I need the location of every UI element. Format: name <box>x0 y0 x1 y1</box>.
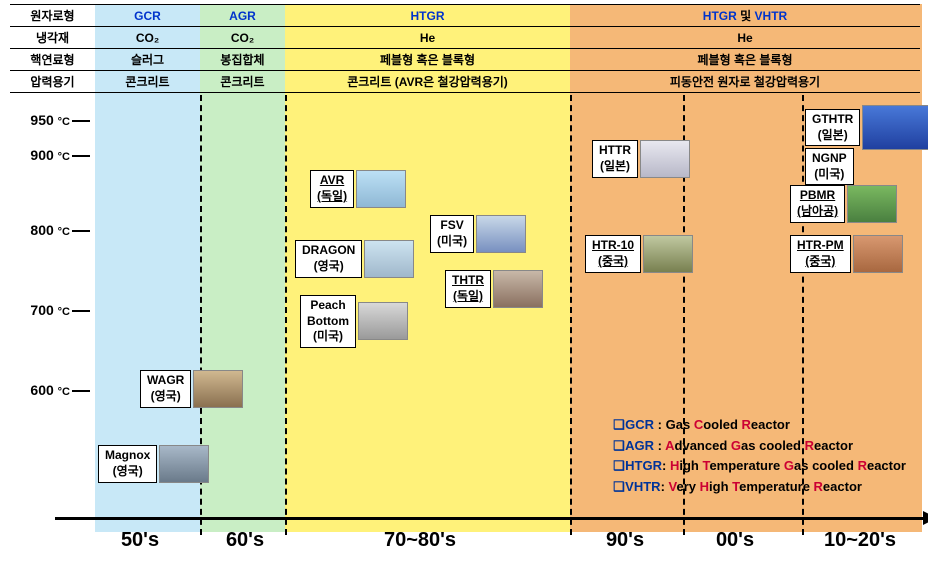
header-row-label: 냉각재 <box>10 27 95 49</box>
header-cell: HTGR <box>285 5 570 27</box>
x-tick-label: 90's <box>575 529 675 552</box>
header-cell: HTGR 및 VHTR <box>570 5 920 27</box>
header-cell: CO₂ <box>95 27 200 49</box>
reactor-thumbnail <box>640 140 690 178</box>
header-cell: AGR <box>200 5 285 27</box>
reactor-ngnp: NGNP(미국) <box>805 148 854 185</box>
header-cell: 피동안전 원자로 철강압력용기 <box>570 71 920 93</box>
reactor-label: PeachBottom(미국) <box>300 295 356 348</box>
era-divider <box>285 95 287 535</box>
reactor-label: HTR-10(중국) <box>585 235 641 272</box>
reactor-thumbnail <box>862 105 928 150</box>
y-tick-mark <box>72 230 90 232</box>
header-cell: 페블형 혹은 블록형 <box>570 49 920 71</box>
reactor-label: THTR(독일) <box>445 270 491 307</box>
y-tick-label: 600 °C <box>10 382 70 398</box>
reactor-thumbnail <box>853 235 903 273</box>
reactor-peach-bottom: PeachBottom(미국) <box>300 295 408 348</box>
reactor-label: NGNP(미국) <box>805 148 854 185</box>
reactor-label: Magnox(영국) <box>98 445 157 482</box>
y-tick-label: 700 °C <box>10 302 70 318</box>
reactor-thumbnail <box>847 185 897 223</box>
reactor-htr-pm: HTR-PM(중국) <box>790 235 903 273</box>
reactor-thumbnail <box>356 170 406 208</box>
header-cell: He <box>285 27 570 49</box>
reactor-label: HTTR(일본) <box>592 140 638 177</box>
x-axis <box>55 517 928 520</box>
reactor-fsv: FSV(미국) <box>430 215 526 253</box>
header-cell: He <box>570 27 920 49</box>
y-tick-label: 950 °C <box>10 112 70 128</box>
reactor-thumbnail <box>643 235 693 273</box>
y-tick-mark <box>72 310 90 312</box>
reactor-gthtr: GTHTR(일본) <box>805 105 928 150</box>
reactor-thtr: THTR(독일) <box>445 270 543 308</box>
legend-item: ❑AGR : Advanced Gas cooled Reactor <box>613 436 906 457</box>
reactor-thumbnail <box>159 445 209 483</box>
header-cell: 콘크리트 <box>200 71 285 93</box>
reactor-label: GTHTR(일본) <box>805 109 860 146</box>
y-tick-mark <box>72 155 90 157</box>
legend-item: ❑VHTR: Very High Temperature Reactor <box>613 477 906 498</box>
header-cell: 봉집합체 <box>200 49 285 71</box>
reactor-thumbnail <box>364 240 414 278</box>
reactor-pbmr: PBMR(남아공) <box>790 185 897 223</box>
header-cell: GCR <box>95 5 200 27</box>
header-cell: CO₂ <box>200 27 285 49</box>
reactor-thumbnail <box>193 370 243 408</box>
x-tick-label: 10~20's <box>810 529 910 552</box>
header-cell: 슬러그 <box>95 49 200 71</box>
reactor-label: PBMR(남아공) <box>790 185 845 222</box>
header-row-label: 핵연료형 <box>10 49 95 71</box>
legend: ❑GCR : Gas Cooled Reactor❑AGR : Advanced… <box>609 411 910 502</box>
reactor-avr: AVR(독일) <box>310 170 406 208</box>
x-tick-label: 00's <box>685 529 785 552</box>
y-tick-mark <box>72 390 90 392</box>
reactor-thumbnail <box>493 270 543 308</box>
x-tick-label: 70~80's <box>370 529 470 552</box>
header-cell: 페블형 혹은 블록형 <box>285 49 570 71</box>
reactor-label: HTR-PM(중국) <box>790 235 851 272</box>
y-tick-mark <box>72 120 90 122</box>
reactor-thumbnail <box>476 215 526 253</box>
header-row-label: 압력용기 <box>10 71 95 93</box>
reactor-label: FSV(미국) <box>430 215 474 252</box>
header-table: 원자로형GCRAGRHTGRHTGR 및 VHTR냉각재CO₂CO₂HeHe핵연… <box>10 4 920 93</box>
reactor-httr: HTTR(일본) <box>592 140 690 178</box>
header-cell: 콘크리트 (AVR은 철강압력용기) <box>285 71 570 93</box>
reactor-thumbnail <box>358 302 408 340</box>
chart-container: 원자로형GCRAGRHTGRHTGR 및 VHTR냉각재CO₂CO₂HeHe핵연… <box>0 0 928 572</box>
y-tick-label: 900 °C <box>10 147 70 163</box>
reactor-label: DRAGON(영국) <box>295 240 362 277</box>
x-tick-label: 50's <box>90 529 190 552</box>
era-divider <box>570 95 572 535</box>
header-cell: 콘크리트 <box>95 71 200 93</box>
header-row-label: 원자로형 <box>10 5 95 27</box>
legend-item: ❑HTGR: High Temperature Gas cooled React… <box>613 456 906 477</box>
reactor-wagr: WAGR(영국) <box>140 370 243 408</box>
reactor-label: AVR(독일) <box>310 170 354 207</box>
y-tick-label: 800 °C <box>10 222 70 238</box>
legend-item: ❑GCR : Gas Cooled Reactor <box>613 415 906 436</box>
reactor-label: WAGR(영국) <box>140 370 191 407</box>
reactor-dragon: DRAGON(영국) <box>295 240 414 278</box>
reactor-magnox: Magnox(영국) <box>98 445 209 483</box>
x-tick-label: 60's <box>195 529 295 552</box>
reactor-htr-10: HTR-10(중국) <box>585 235 693 273</box>
